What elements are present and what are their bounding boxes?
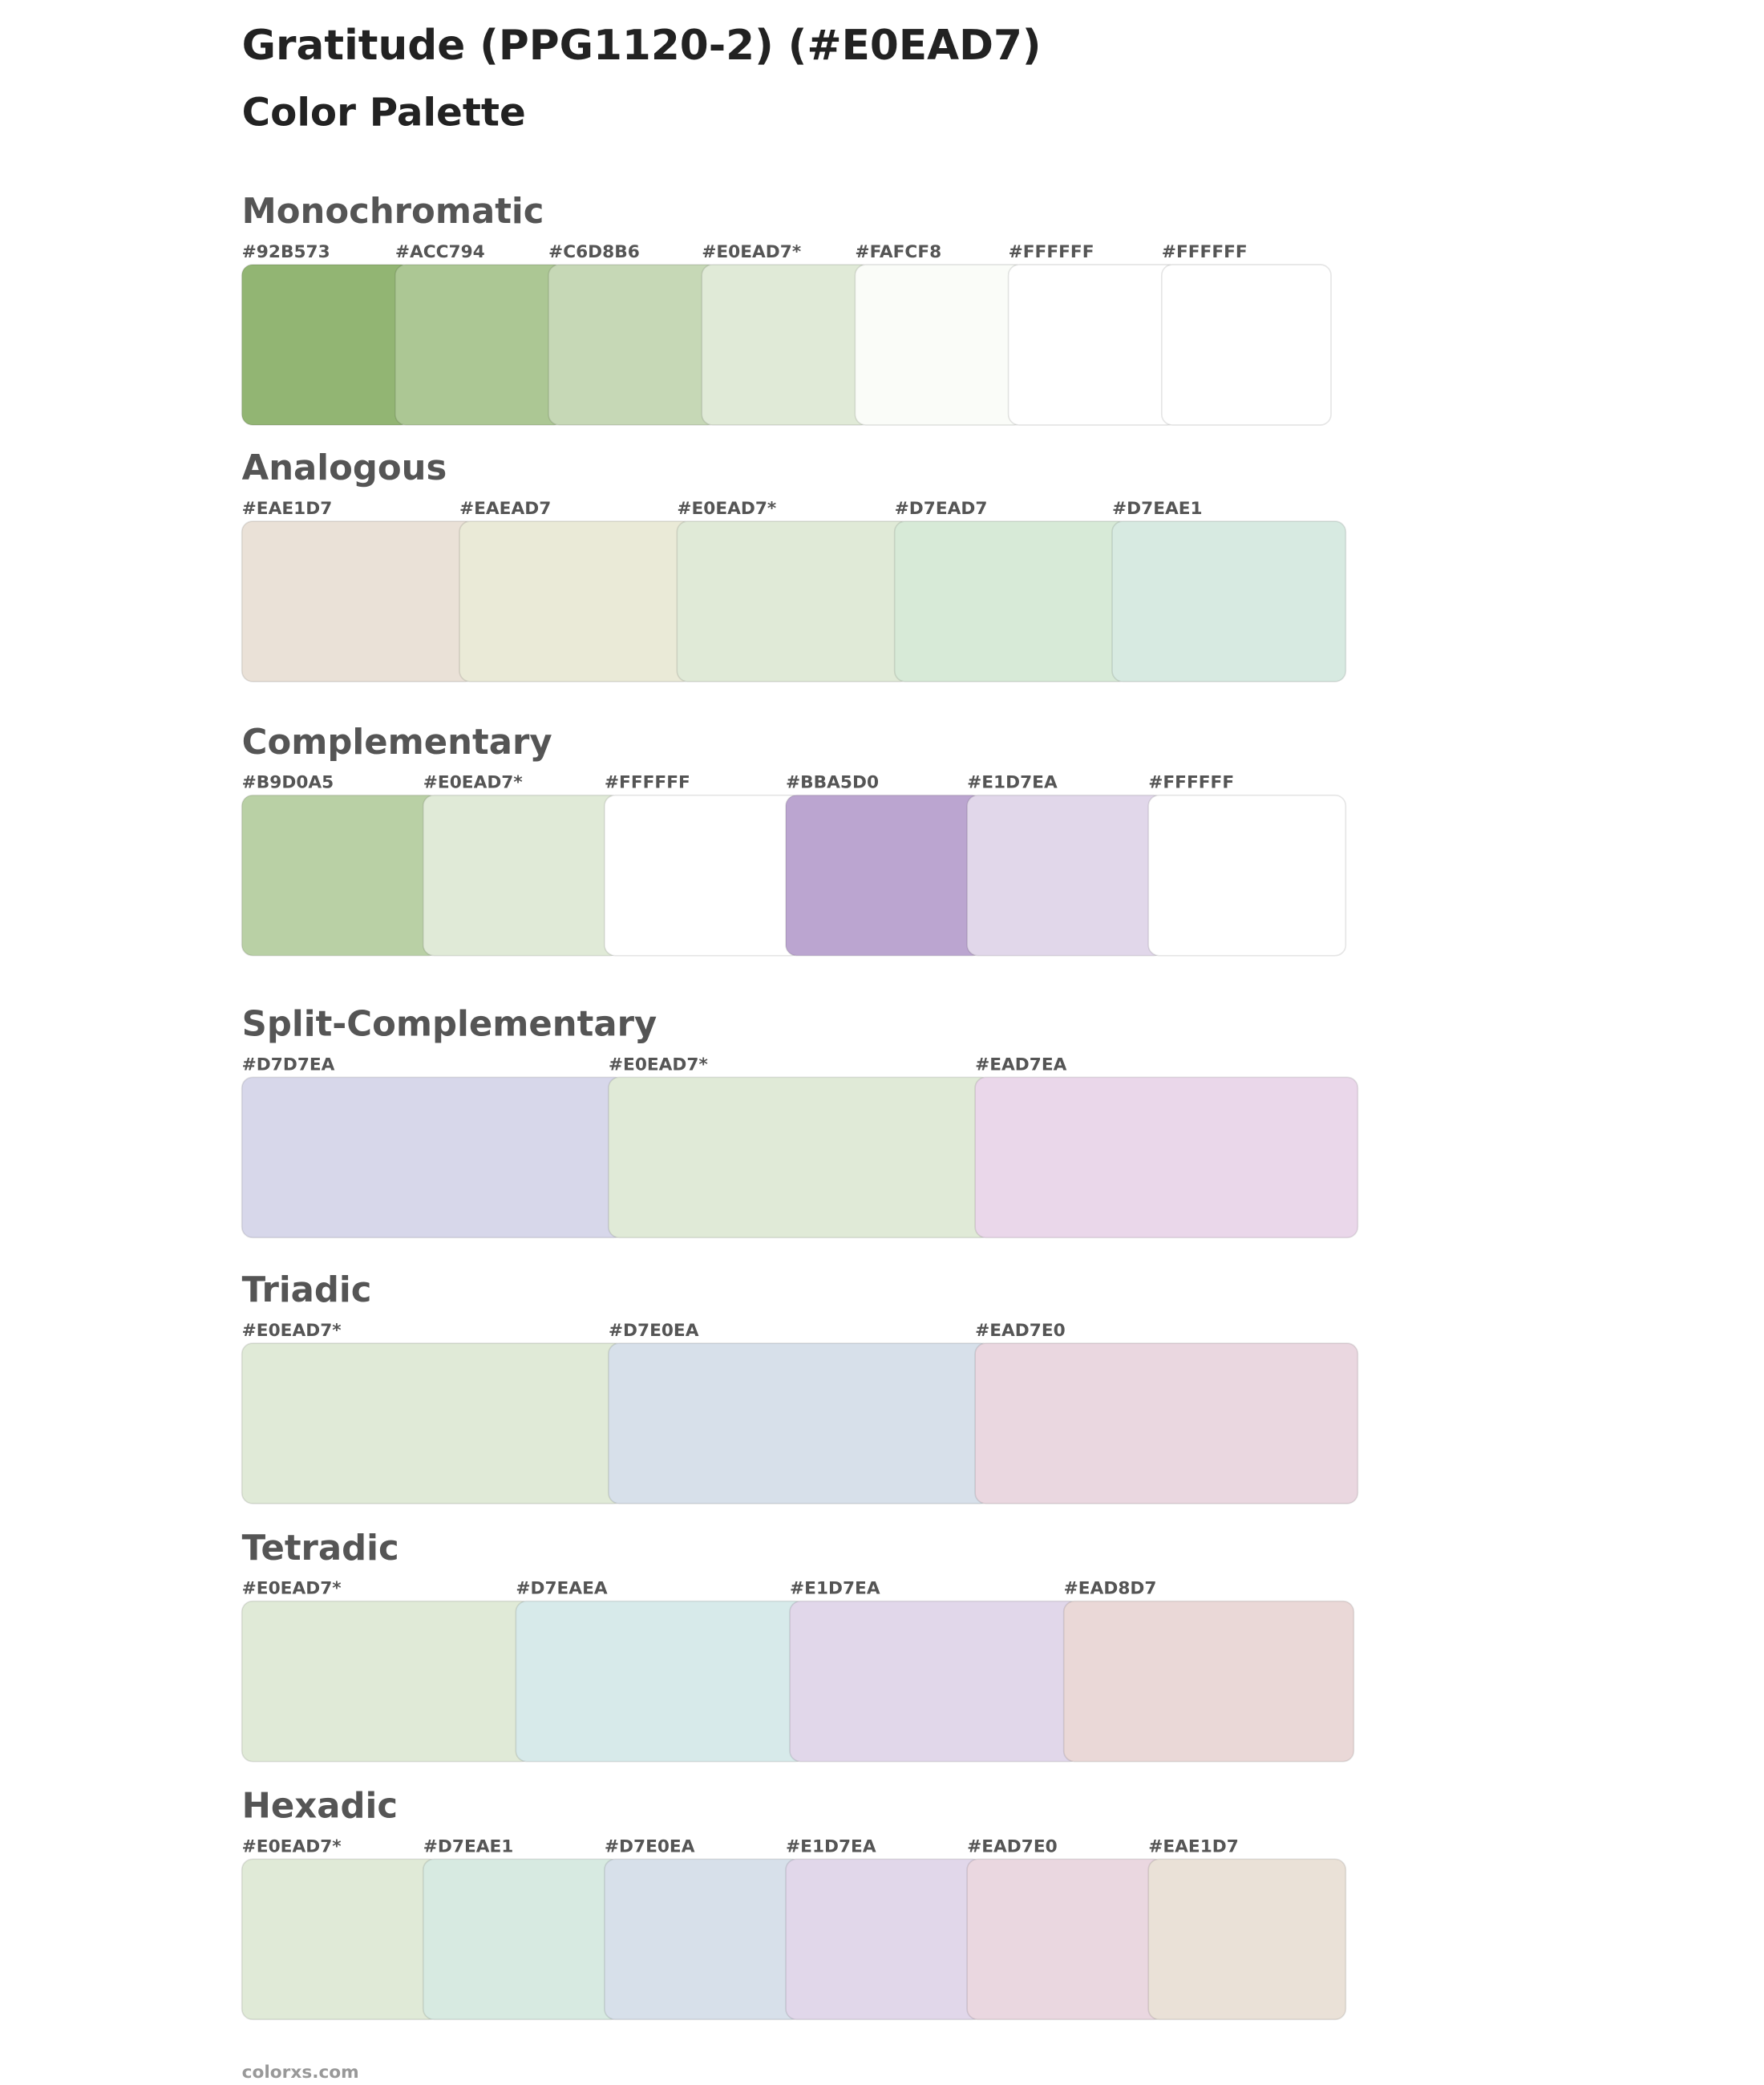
swatch-label: #FAFCF8 xyxy=(855,242,941,262)
section-title: Complementary xyxy=(242,723,552,763)
swatch-label: #D7EAE1 xyxy=(1112,499,1203,519)
swatch-label: #EAE1D7 xyxy=(242,499,333,519)
swatch-label: #EAD7E0 xyxy=(975,1321,1066,1341)
color-swatch xyxy=(241,1858,440,2021)
color-swatch xyxy=(974,1342,1359,1504)
swatch-label: #EAE1D7 xyxy=(1148,1836,1239,1856)
swatch-label: #E0EAD7* xyxy=(677,499,776,519)
color-swatch xyxy=(422,794,621,957)
color-swatch xyxy=(548,264,719,426)
color-swatch xyxy=(422,1858,621,2021)
swatch-label: #FFFFFF xyxy=(1009,242,1094,262)
section-title: Monochromatic xyxy=(242,192,544,232)
color-swatch xyxy=(701,264,872,426)
page-subtitle: Color Palette xyxy=(242,90,526,135)
swatch-label: #BBA5D0 xyxy=(786,773,879,793)
swatch-label: #D7EAD7 xyxy=(895,499,988,519)
swatch-label: #E0EAD7* xyxy=(242,1836,342,1856)
swatch-label: #EAD8D7 xyxy=(1064,1579,1157,1599)
page-title: Gratitude (PPG1120-2) (#E0EAD7) xyxy=(242,22,1042,70)
color-swatch xyxy=(608,1342,992,1504)
color-swatch xyxy=(893,520,1129,682)
swatch-label: #EAEAD7 xyxy=(459,499,551,519)
swatch-label: #B9D0A5 xyxy=(242,773,334,793)
color-swatch xyxy=(676,520,912,682)
swatch-label: #E1D7EA xyxy=(967,773,1058,793)
section-title: Tetradic xyxy=(242,1528,399,1569)
swatch-label: #FFFFFF xyxy=(1162,242,1248,262)
swatch-label: #D7D7EA xyxy=(242,1055,335,1075)
swatch-label: #D7E0EA xyxy=(609,1321,699,1341)
swatch-label: #FFFFFF xyxy=(1148,773,1234,793)
color-swatch xyxy=(241,264,412,426)
color-swatch xyxy=(966,794,1166,957)
color-swatch xyxy=(394,264,565,426)
section-title: Split-Complementary xyxy=(242,1005,657,1045)
swatch-label: #E0EAD7* xyxy=(423,773,523,793)
color-swatch xyxy=(1007,264,1179,426)
swatch-label: #D7EAEA xyxy=(516,1579,608,1599)
color-swatch xyxy=(974,1076,1359,1239)
color-swatch xyxy=(1160,264,1332,426)
swatch-label: #E0EAD7* xyxy=(702,242,801,262)
color-swatch xyxy=(241,1600,533,1763)
color-swatch xyxy=(785,794,984,957)
color-swatch xyxy=(1062,1600,1355,1763)
color-swatch xyxy=(241,1076,625,1239)
swatch-label: #E1D7EA xyxy=(790,1579,880,1599)
color-swatch xyxy=(785,1858,984,2021)
color-swatch xyxy=(1111,520,1347,682)
swatch-label: #FFFFFF xyxy=(605,773,690,793)
color-swatch xyxy=(854,264,1026,426)
swatch-label: #E0EAD7* xyxy=(242,1579,342,1599)
color-swatch xyxy=(241,1342,625,1504)
swatch-label: #D7E0EA xyxy=(605,1836,695,1856)
color-swatch xyxy=(608,1076,992,1239)
swatch-label: #ACC794 xyxy=(395,242,485,262)
color-swatch xyxy=(241,794,440,957)
color-swatch xyxy=(789,1600,1081,1763)
color-swatch xyxy=(459,520,694,682)
swatch-label: #C6D8B6 xyxy=(548,242,640,262)
swatch-label: #EAD7E0 xyxy=(967,1836,1058,1856)
color-swatch xyxy=(515,1600,807,1763)
swatch-label: #E1D7EA xyxy=(786,1836,876,1856)
color-swatch xyxy=(966,1858,1166,2021)
color-swatch xyxy=(604,1858,803,2021)
color-swatch xyxy=(1147,794,1347,957)
swatch-label: #92B573 xyxy=(242,242,330,262)
swatch-label: #EAD7EA xyxy=(975,1055,1067,1075)
section-title: Analogous xyxy=(242,448,447,488)
footer: colorxs.com xyxy=(242,2063,359,2083)
color-swatch xyxy=(241,520,476,682)
swatch-label: #D7EAE1 xyxy=(423,1836,514,1856)
swatch-label: #E0EAD7* xyxy=(242,1321,342,1341)
section-title: Hexadic xyxy=(242,1787,398,1827)
section-title: Triadic xyxy=(242,1270,372,1310)
color-swatch xyxy=(604,794,803,957)
color-swatch xyxy=(1147,1858,1347,2021)
swatch-label: #E0EAD7* xyxy=(609,1055,708,1075)
